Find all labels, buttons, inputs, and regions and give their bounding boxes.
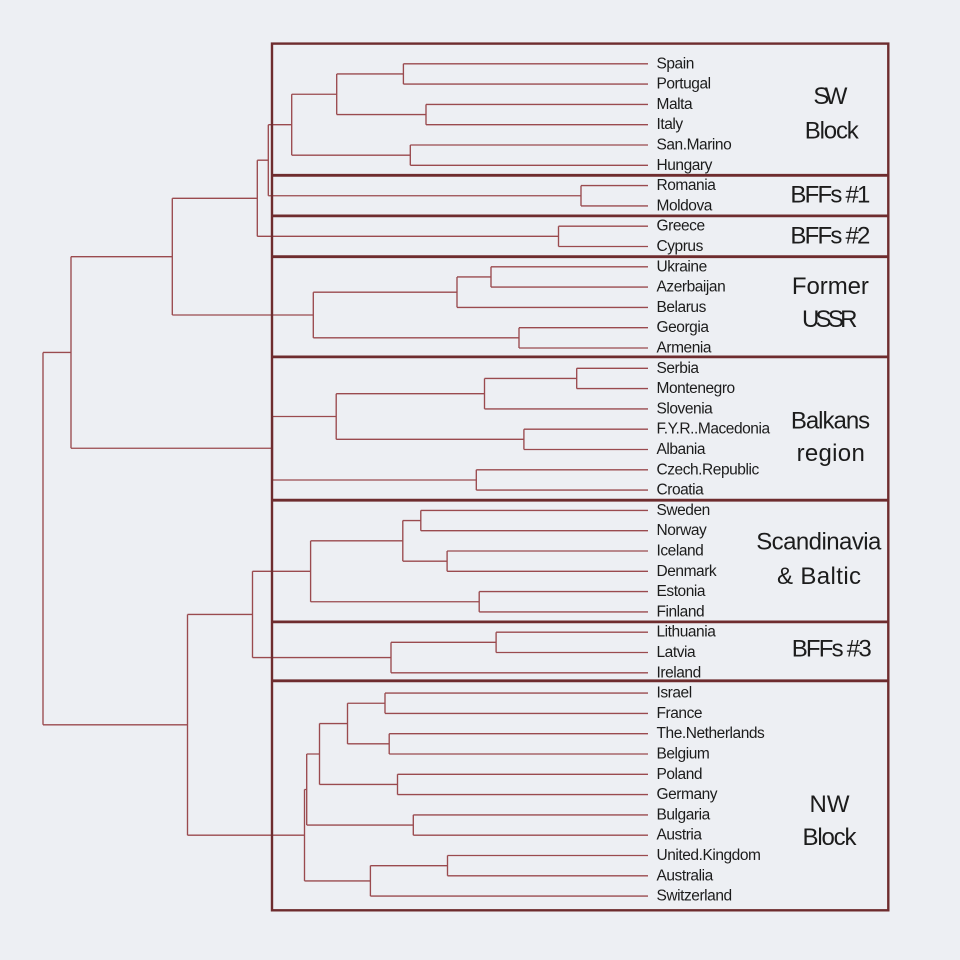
svg-text:& Baltic: & Baltic: [777, 563, 861, 590]
svg-text:BFFs #3: BFFs #3: [792, 636, 872, 663]
svg-text:Azerbaijan: Azerbaijan: [657, 279, 726, 296]
svg-text:Estonia: Estonia: [657, 583, 706, 600]
svg-text:Sweden: Sweden: [657, 502, 710, 519]
svg-text:Scandinavia: Scandinavia: [756, 529, 882, 556]
svg-text:Croatia: Croatia: [657, 482, 705, 499]
svg-text:Slovenia: Slovenia: [657, 400, 714, 417]
svg-text:SW: SW: [813, 83, 847, 110]
svg-text:Belarus: Belarus: [657, 299, 707, 316]
svg-text:Australia: Australia: [657, 867, 714, 884]
svg-text:Italy: Italy: [657, 116, 684, 133]
svg-text:San.Marino: San.Marino: [657, 137, 732, 154]
svg-text:Israel: Israel: [657, 685, 692, 702]
svg-text:Cyprus: Cyprus: [657, 238, 704, 255]
svg-text:Moldova: Moldova: [657, 197, 713, 214]
svg-text:Austria: Austria: [657, 827, 703, 844]
svg-text:Hungary: Hungary: [657, 157, 713, 174]
svg-text:Poland: Poland: [657, 766, 703, 783]
svg-text:Montenegro: Montenegro: [657, 380, 735, 397]
svg-text:Bulgaria: Bulgaria: [657, 806, 711, 823]
svg-text:Lithuania: Lithuania: [657, 624, 717, 641]
svg-text:Denmark: Denmark: [657, 563, 717, 580]
svg-text:The.Netherlands: The.Netherlands: [657, 725, 766, 742]
svg-text:Serbia: Serbia: [657, 360, 700, 377]
svg-text:Portugal: Portugal: [657, 76, 711, 93]
svg-text:Finland: Finland: [657, 603, 705, 620]
svg-text:Ireland: Ireland: [657, 664, 701, 681]
svg-text:Norway: Norway: [657, 522, 708, 539]
svg-text:Armenia: Armenia: [657, 340, 712, 357]
svg-text:Albania: Albania: [657, 441, 706, 458]
svg-text:BFFs #1: BFFs #1: [790, 181, 870, 208]
svg-text:Ukraine: Ukraine: [657, 258, 707, 275]
svg-text:Malta: Malta: [657, 96, 693, 113]
svg-text:Spain: Spain: [657, 55, 694, 72]
svg-text:region: region: [797, 440, 865, 467]
svg-text:Belgium: Belgium: [657, 746, 710, 763]
svg-text:Former: Former: [792, 273, 869, 300]
svg-text:Block: Block: [803, 824, 858, 851]
svg-text:United.Kingdom: United.Kingdom: [657, 847, 761, 864]
svg-text:Latvia: Latvia: [657, 644, 696, 661]
svg-text:Switzerland: Switzerland: [657, 888, 732, 905]
svg-text:Balkans: Balkans: [791, 408, 870, 435]
svg-text:Georgia: Georgia: [657, 319, 710, 336]
svg-text:France: France: [657, 705, 703, 722]
svg-text:NW: NW: [810, 791, 850, 818]
svg-text:Romania: Romania: [657, 177, 717, 194]
svg-text:Block: Block: [805, 118, 860, 145]
svg-text:Germany: Germany: [657, 786, 718, 803]
svg-text:Czech.Republic: Czech.Republic: [657, 461, 760, 478]
svg-text:USSR: USSR: [802, 306, 858, 333]
svg-text:Iceland: Iceland: [657, 543, 704, 560]
svg-text:F.Y.R..Macedonia: F.Y.R..Macedonia: [657, 421, 771, 438]
svg-text:Greece: Greece: [657, 218, 705, 235]
svg-text:BFFs #2: BFFs #2: [790, 223, 870, 250]
